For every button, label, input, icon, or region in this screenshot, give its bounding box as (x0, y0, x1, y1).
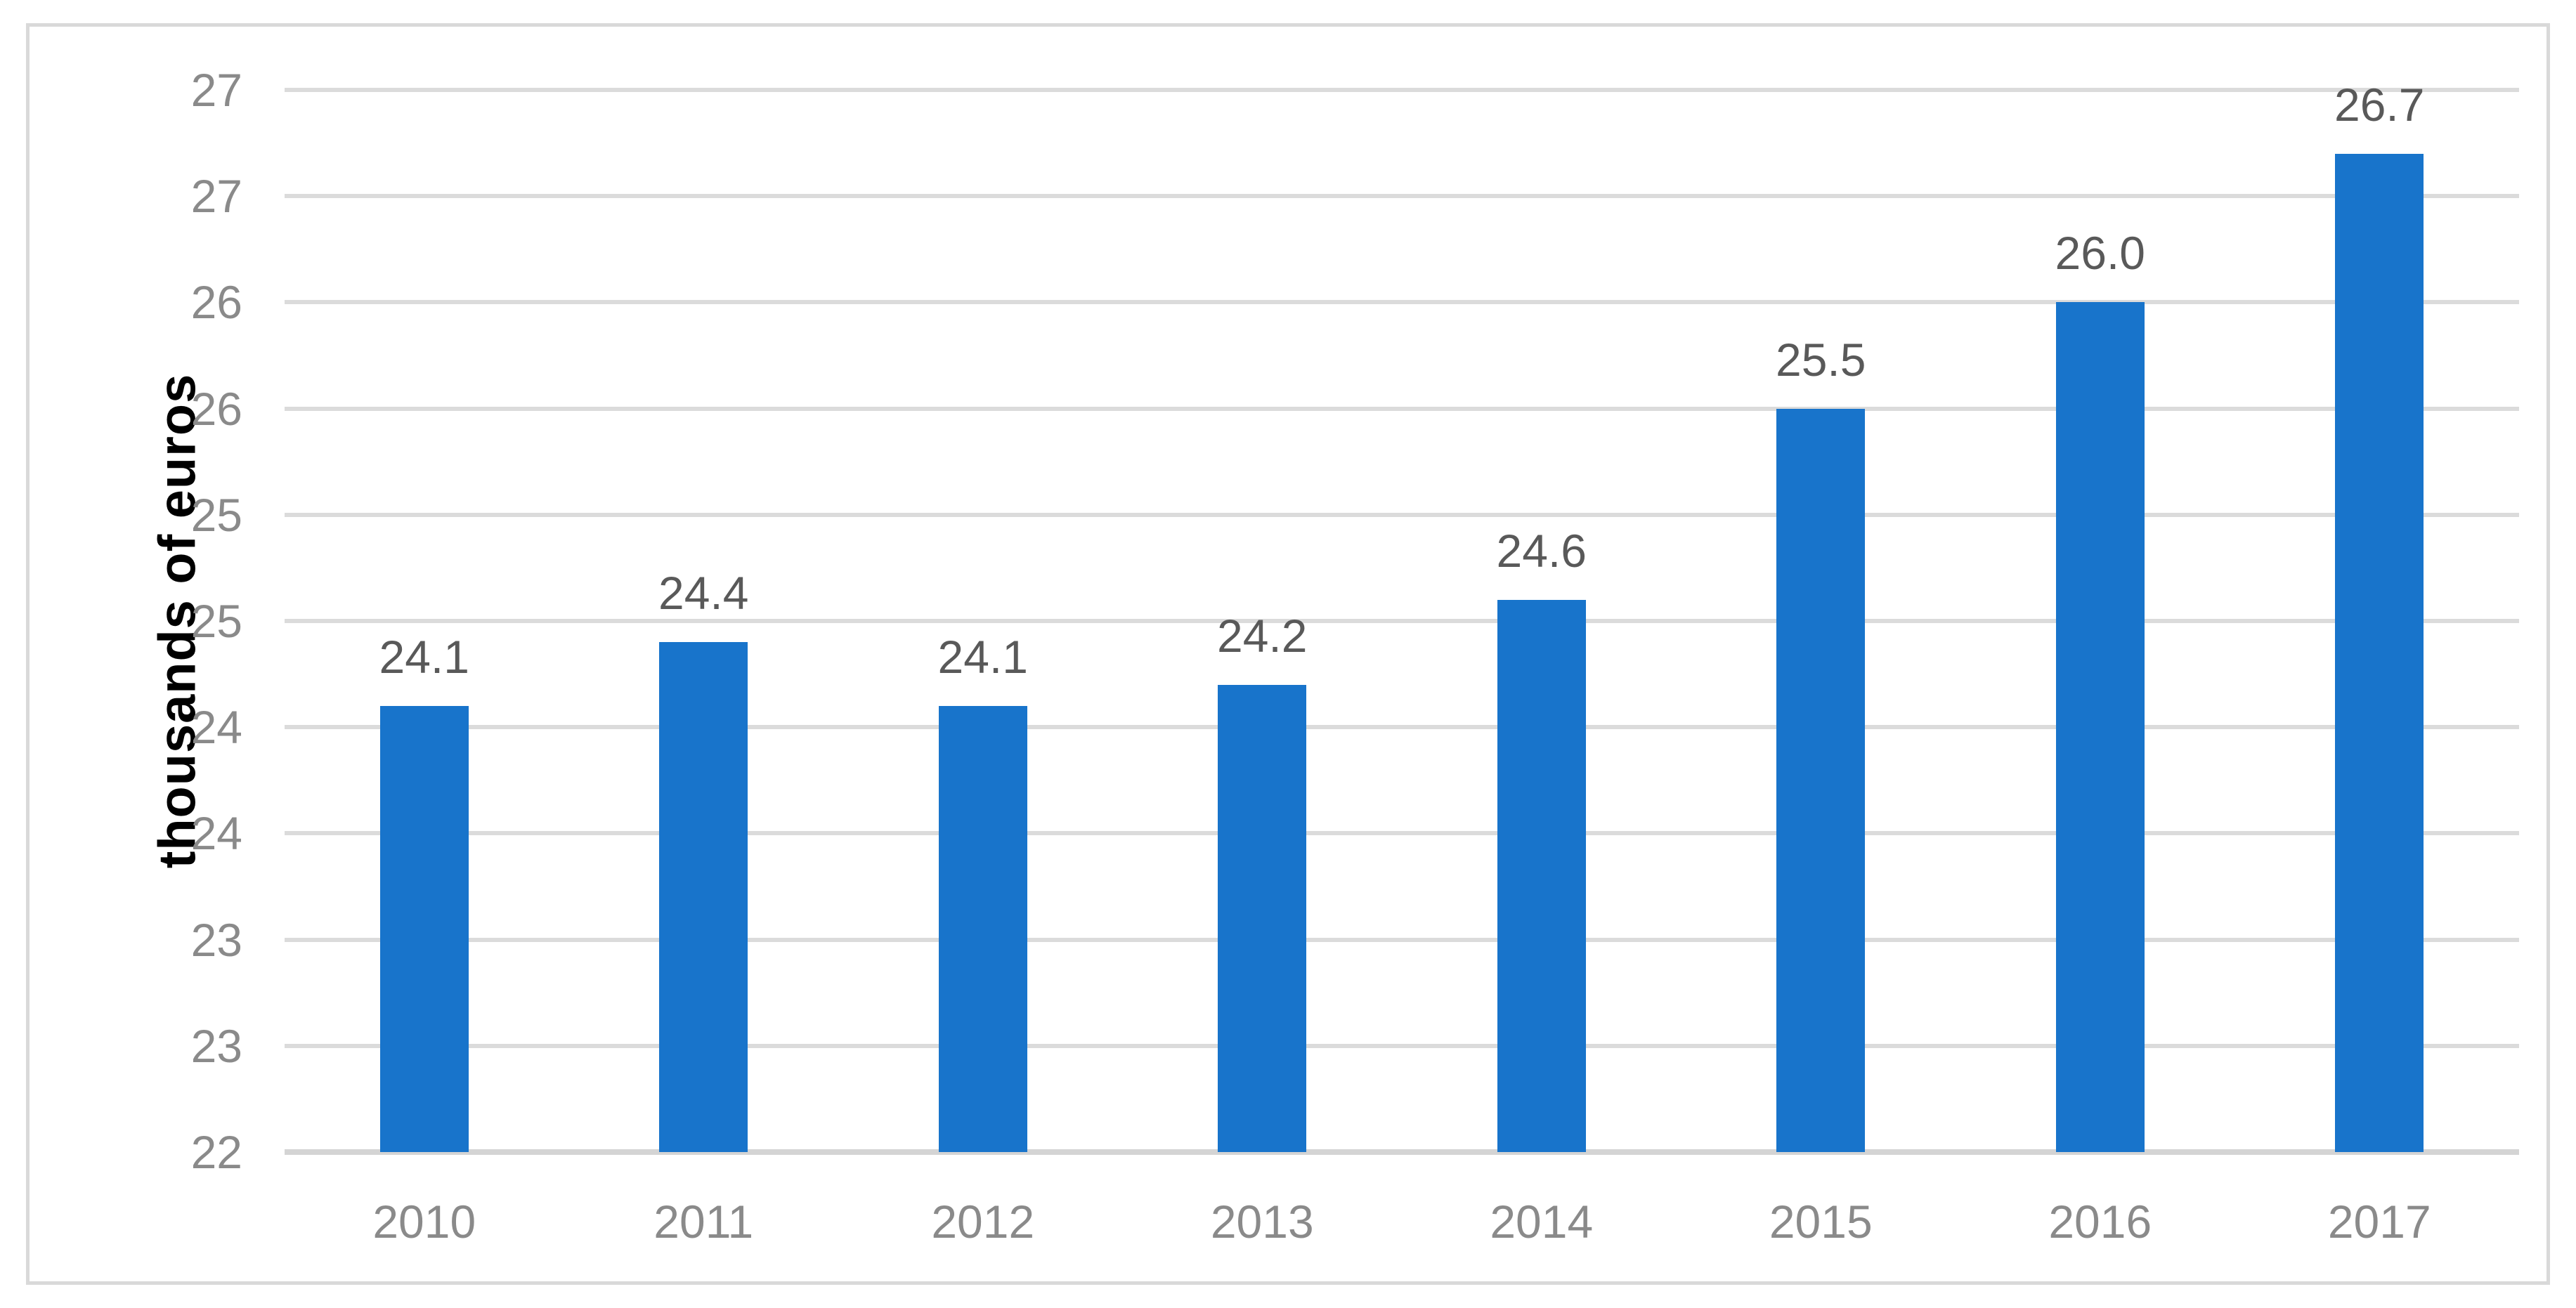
gridline (285, 619, 2519, 623)
y-tick-label: 24 (190, 701, 242, 754)
bar-2013 (1218, 684, 1307, 1152)
x-tick-label-2016: 2016 (2048, 1196, 2152, 1248)
data-label-2012: 24.1 (937, 630, 1028, 683)
bar-2011 (659, 642, 748, 1152)
data-label-2016: 26.0 (2055, 227, 2145, 280)
y-tick-label: 23 (190, 913, 242, 966)
gridline (285, 88, 2519, 92)
data-label-2017: 26.7 (2334, 78, 2425, 131)
y-tick-label: 27 (190, 170, 242, 223)
y-tick-label: 27 (190, 64, 242, 116)
bar-2017 (2335, 153, 2424, 1152)
x-tick-label-2012: 2012 (931, 1196, 1035, 1248)
x-tick-label-2014: 2014 (1490, 1196, 1594, 1248)
bar-2015 (1776, 408, 1866, 1152)
x-tick-label-2011: 2011 (653, 1196, 754, 1248)
data-label-2013: 24.2 (1217, 609, 1308, 662)
x-tick-label-2017: 2017 (2327, 1196, 2431, 1248)
y-tick-label: 23 (190, 1019, 242, 1072)
bar-2016 (2055, 302, 2145, 1152)
bar-2014 (1497, 599, 1586, 1152)
data-label-2015: 25.5 (1776, 333, 1866, 386)
y-tick-label: 26 (190, 276, 242, 329)
y-tick-label: 24 (190, 807, 242, 860)
y-tick-label: 22 (190, 1126, 242, 1178)
x-tick-label-2013: 2013 (1210, 1196, 1314, 1248)
x-tick-label-2010: 2010 (372, 1196, 476, 1248)
gridline (285, 194, 2519, 199)
gridline (285, 406, 2519, 411)
bar-2010 (379, 705, 469, 1152)
data-label-2011: 24.4 (658, 567, 749, 620)
data-label-2010: 24.1 (379, 630, 469, 683)
gridline (285, 1043, 2519, 1048)
y-tick-label: 25 (190, 595, 242, 647)
y-tick-label: 26 (190, 382, 242, 435)
gridline (285, 300, 2519, 305)
gridline (285, 725, 2519, 730)
data-label-2014: 24.6 (1496, 524, 1587, 577)
x-axis-line (285, 1149, 2519, 1155)
gridline (285, 512, 2519, 517)
y-tick-label: 25 (190, 488, 242, 541)
bar-2012 (938, 705, 1027, 1152)
gridline (285, 831, 2519, 836)
x-tick-label-2015: 2015 (1769, 1196, 1873, 1248)
gridline (285, 937, 2519, 942)
